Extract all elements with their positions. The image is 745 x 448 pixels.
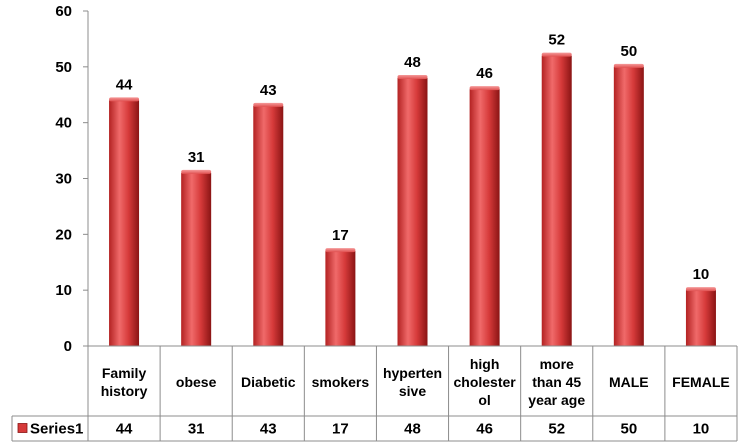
table-value: 17 [332,421,349,438]
data-label: 48 [404,54,421,71]
category-label: MALE [609,374,649,390]
bar [613,66,644,346]
y-tick-label: 30 [55,171,72,188]
data-label: 44 [116,76,133,93]
data-table: Series1 44 31 43 17 48 46 52 50 10 [11,345,738,442]
bar [397,78,428,346]
legend-key [17,423,28,433]
data-label: 50 [620,43,637,60]
category-labels: Family history obese Diabetic smokers hyperte… [101,356,730,408]
category-label: FEMALE [672,374,730,390]
data-label: 43 [260,82,277,99]
bar [541,55,572,347]
category-label: obese [176,374,217,390]
table-value: 52 [548,421,565,438]
table-value: 43 [260,421,277,438]
bar-top [109,97,140,102]
category-label: high cholester ol [453,356,516,408]
bar-top [613,63,644,68]
data-label: 10 [693,266,710,283]
series-name: Series1 [30,421,83,438]
bar [109,100,140,346]
table-value: 46 [476,421,493,438]
y-tick-label: 10 [55,282,72,299]
category-label: smokers [312,374,370,390]
bar-top [253,102,284,107]
table-value: 48 [404,421,421,438]
y-tick-label: 60 [55,3,72,20]
y-tick-label: 0 [64,338,72,355]
bar [685,290,716,346]
data-label: 52 [548,32,565,49]
y-tick-label: 20 [55,226,72,243]
bar-top [181,169,212,174]
y-tick-label: 40 [55,115,72,132]
bar [181,172,212,346]
table-value: 31 [188,421,205,438]
data-label: 31 [188,149,205,166]
table-value: 50 [620,421,637,438]
bar-top [541,52,572,57]
category-label: Diabetic [241,374,296,390]
category-label: more than 45 year age [528,356,585,408]
bar-top [325,248,356,253]
bar-top [397,75,428,79]
data-label: 17 [332,227,349,244]
bar [469,89,500,347]
category-label: hyperten sive [383,365,442,399]
bar-top [469,86,500,91]
table-value: 10 [693,421,710,438]
bar-top [685,287,716,292]
y-axis: 0 10 20 30 40 50 60 [55,3,89,355]
category-label: Family history [101,365,148,399]
table-value: 44 [116,421,133,438]
y-tick-label: 50 [55,59,72,76]
bar-series: 44 31 43 17 48 46 52 50 10 [109,32,716,347]
bar [325,251,356,346]
data-label: 46 [476,65,493,82]
bar [253,105,284,347]
